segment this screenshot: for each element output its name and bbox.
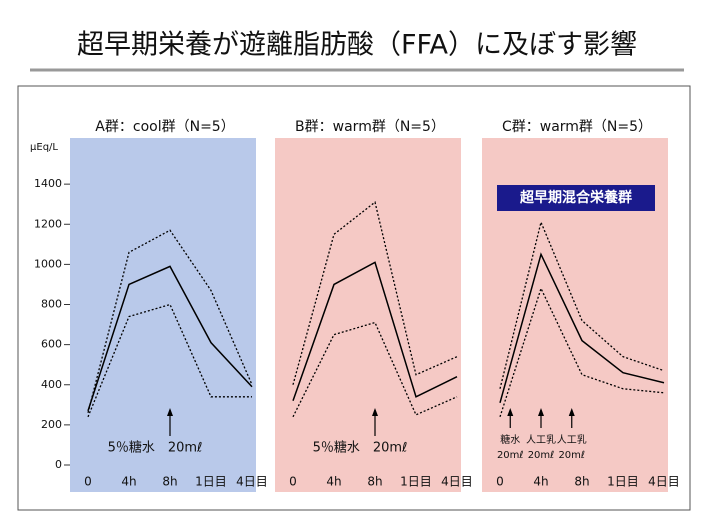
annotation: 5％糖水 20mℓ: [313, 440, 408, 456]
arrow-head: [507, 408, 514, 416]
annotation: 人工乳: [557, 433, 587, 446]
panel-title: C群：warm群（N=5）: [502, 119, 652, 135]
data-line: [499, 220, 665, 389]
data-line: [87, 303, 252, 418]
annotation: 人工乳: [526, 433, 556, 446]
x-tick-label: 1日目: [400, 475, 432, 489]
data-line: [499, 252, 665, 404]
y-tick-label: 800: [41, 298, 62, 311]
annotation: 20mℓ: [558, 450, 585, 461]
annotation: 糖水: [500, 433, 520, 446]
x-tick-label: 4日目: [236, 475, 268, 489]
x-tick-label: 8h: [574, 475, 589, 489]
x-tick-label: 0: [84, 475, 92, 489]
x-tick-label: 4日目: [441, 475, 473, 489]
y-tick-label: 400: [41, 378, 62, 391]
arrow-head: [538, 408, 544, 416]
y-tick-label: 1400: [34, 177, 62, 190]
annotation: 5％糖水 20mℓ: [108, 440, 203, 456]
x-tick-label: 4h: [326, 475, 341, 489]
x-tick-label: 0: [496, 475, 504, 489]
x-tick-label: 1日目: [195, 475, 227, 489]
data-line: [292, 201, 458, 385]
arrow-head: [372, 408, 378, 416]
data-line: [292, 321, 458, 418]
y-tick-label: 1000: [34, 257, 62, 270]
y-axis-label: μEq/L: [30, 142, 58, 153]
panel-title: A群：cool群（N=5）: [95, 119, 234, 135]
x-tick-label: 4日目: [648, 475, 680, 489]
x-tick-label: 8h: [367, 475, 382, 489]
y-tick-label: 200: [41, 418, 62, 431]
panel-title: B群：warm群（N=5）: [295, 119, 445, 135]
frame: [17, 85, 691, 511]
x-tick-label: 4h: [533, 475, 548, 489]
data-line: [87, 265, 253, 412]
data-line: [499, 286, 665, 418]
annotation: 20mℓ: [528, 450, 555, 461]
y-tick-label: 600: [41, 338, 62, 351]
x-tick-label: 0: [289, 475, 297, 489]
y-tick-label: 0: [55, 458, 62, 471]
panel-background: [275, 138, 461, 492]
arrow-head: [568, 408, 575, 416]
data-line: [87, 229, 253, 414]
annotation: 20mℓ: [497, 450, 524, 461]
y-tick-label: 1200: [34, 217, 62, 230]
badge-text: 超早期混合栄養群: [519, 189, 632, 206]
x-tick-label: 8h: [162, 475, 177, 489]
data-line: [292, 261, 458, 402]
x-tick-label: 1日目: [607, 475, 639, 489]
x-tick-label: 4h: [121, 475, 136, 489]
arrow-head: [167, 408, 173, 416]
slide-title: 超早期栄養が遊離脂肪酸（FFA）に及ぼす影響: [77, 30, 637, 61]
panel-background: [70, 138, 256, 492]
badge: [497, 185, 655, 211]
